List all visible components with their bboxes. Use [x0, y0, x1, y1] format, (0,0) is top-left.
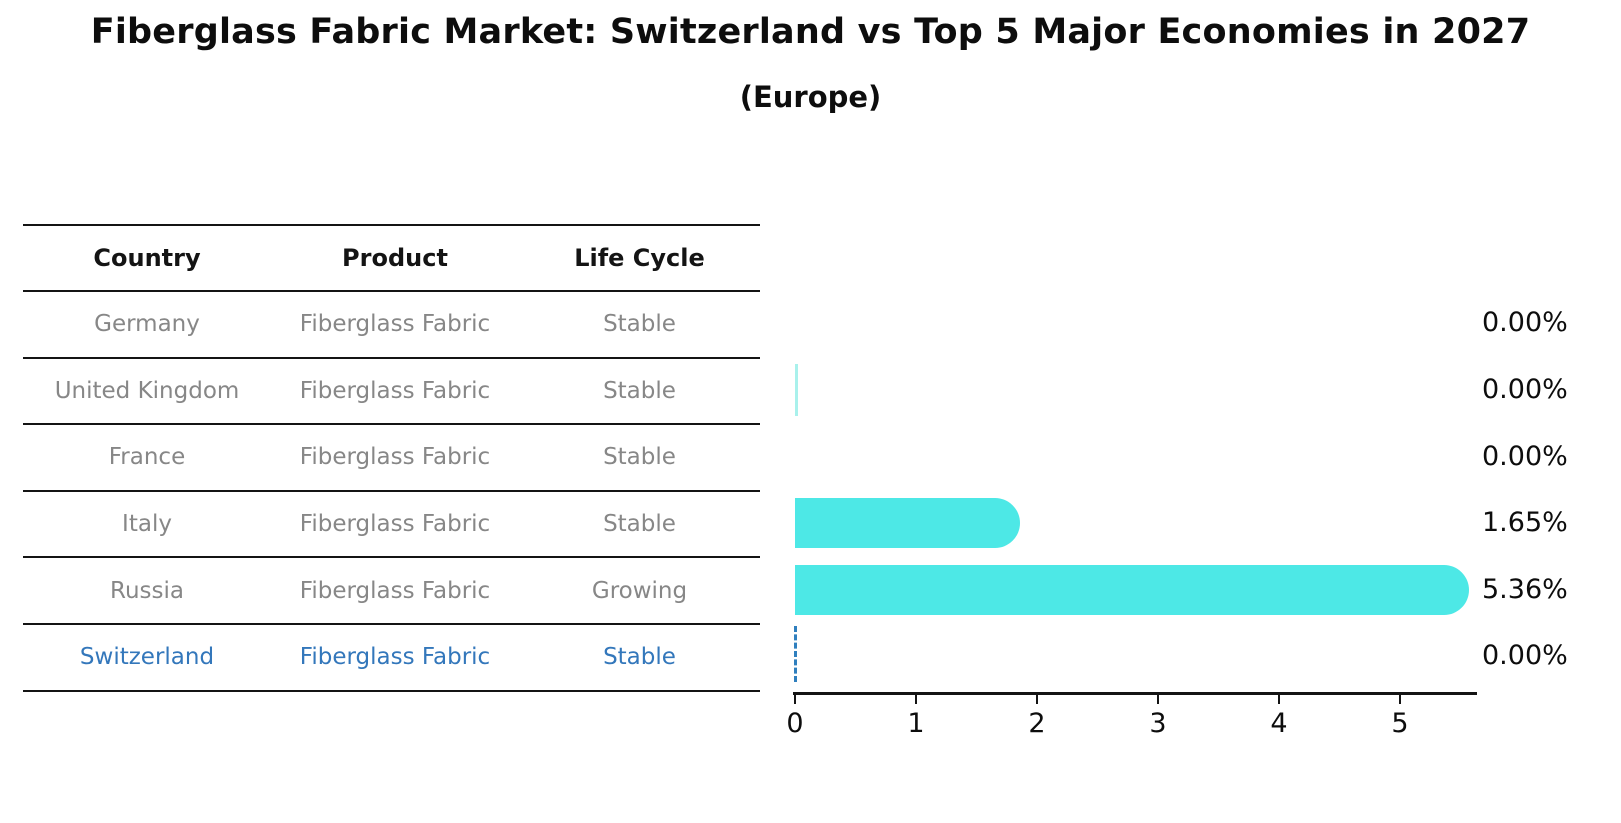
table-row: Germany Fiberglass Fabric Stable	[23, 292, 760, 359]
page-title: Fiberglass Fabric Market: Switzerland vs…	[90, 12, 1531, 52]
header-cell-product: Product	[342, 244, 448, 272]
header-cell-life-cycle: Life Cycle	[574, 244, 705, 272]
x-axis-tick	[1278, 694, 1280, 704]
header-cell-country: Country	[93, 244, 201, 272]
x-axis-tick-label: 3	[1149, 708, 1167, 739]
cell-life-cycle: Stable	[603, 311, 676, 338]
page-subtitle: (Europe)	[739, 80, 882, 114]
x-axis-tick-label: 2	[1028, 708, 1046, 739]
bar-russia	[795, 564, 1469, 615]
cell-product: Fiberglass Fabric	[299, 644, 491, 671]
value-label: 0.00%	[1482, 307, 1568, 339]
x-axis-tick	[1036, 694, 1038, 704]
value-label: 0.00%	[1482, 640, 1568, 672]
cell-life-cycle: Stable	[603, 377, 676, 404]
table-row: France Fiberglass Fabric Stable	[23, 425, 760, 492]
cell-country: United Kingdom	[54, 377, 240, 404]
value-label: 1.65%	[1482, 507, 1568, 539]
bar-italy	[795, 498, 1020, 549]
cell-product: Fiberglass Fabric	[299, 511, 491, 538]
cell-life-cycle: Stable	[603, 444, 676, 471]
table-row: Switzerland Fiberglass Fabric Stable	[23, 625, 760, 692]
cell-life-cycle: Stable	[603, 644, 676, 671]
cell-product: Fiberglass Fabric	[299, 311, 491, 338]
cell-life-cycle: Stable	[603, 511, 676, 538]
data-table: Country Product Life Cycle Germany Fiberg…	[23, 224, 760, 692]
x-axis-tick-label: 0	[786, 708, 804, 739]
table-row: Italy Fiberglass Fabric Stable	[23, 492, 760, 559]
x-axis-tick-label: 1	[907, 708, 925, 739]
table-body: Germany Fiberglass Fabric Stable United Kin…	[23, 292, 760, 692]
x-axis-tick	[1157, 694, 1159, 704]
cell-country: Switzerland	[79, 644, 215, 671]
x-axis-tick-label: 4	[1270, 708, 1288, 739]
cell-country: France	[108, 444, 186, 471]
x-axis-tick	[794, 694, 796, 704]
table-row: United Kingdom Fiberglass Fabric Stable	[23, 359, 760, 426]
value-label: 0.00%	[1482, 440, 1568, 472]
value-label: 0.00%	[1482, 373, 1568, 405]
x-axis	[793, 692, 1477, 695]
cell-country: Russia	[110, 577, 184, 604]
cell-life-cycle: Growing	[591, 577, 688, 604]
cell-country: Germany	[94, 311, 200, 338]
cell-product: Fiberglass Fabric	[299, 577, 491, 604]
table-row: Russia Fiberglass Fabric Growing	[23, 558, 760, 625]
cell-product: Fiberglass Fabric	[299, 444, 491, 471]
x-axis-tick	[1399, 694, 1401, 704]
cell-product: Fiberglass Fabric	[299, 377, 491, 404]
zero-dashed-marker	[794, 626, 797, 683]
x-axis-tick	[915, 694, 917, 704]
table-header-row: Country Product Life Cycle	[23, 226, 760, 292]
cell-country: Italy	[122, 511, 172, 538]
zero-bar-sliver	[795, 363, 798, 416]
x-axis-tick-label: 5	[1391, 708, 1409, 739]
value-label: 5.36%	[1482, 573, 1568, 605]
